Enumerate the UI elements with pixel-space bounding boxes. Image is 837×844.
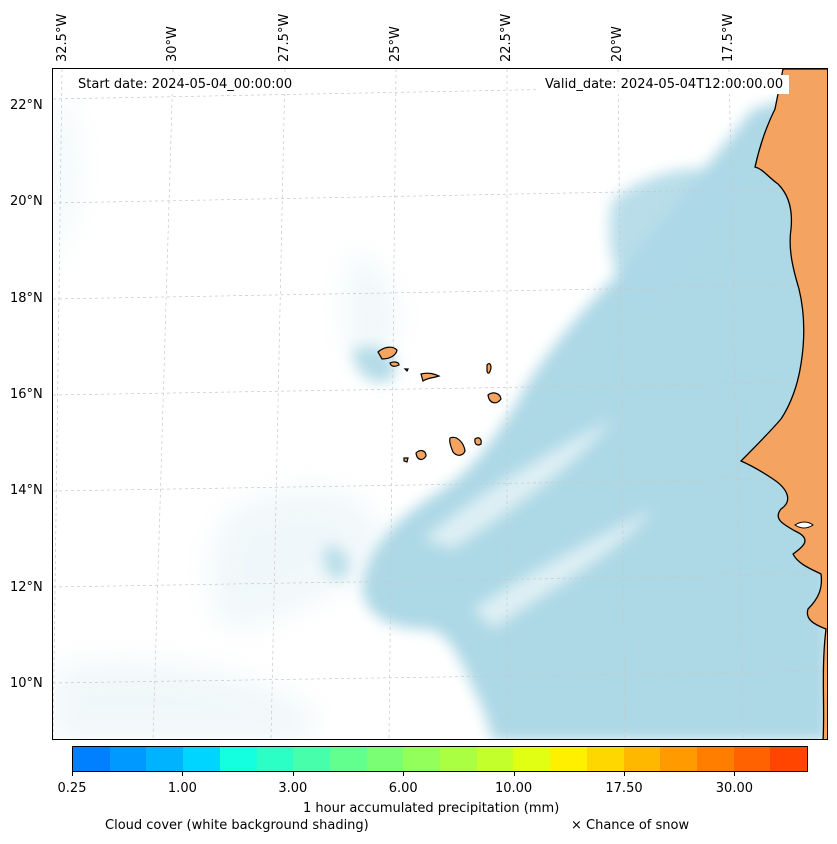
valid-date-label: Valid_date: 2024-05-04T12:00:00.00 [539, 75, 790, 94]
colorbar-segment [256, 747, 294, 771]
colorbar-tick-label: 30.00 [715, 781, 753, 796]
gulf-inlet [794, 521, 814, 529]
colorbar-segment [770, 747, 808, 771]
lon-label-20w: 20°W [610, 26, 625, 62]
colorbar-segment [109, 747, 147, 771]
lat-label-12n: 12°N [10, 580, 43, 595]
colorbar-tick-mark [734, 772, 736, 776]
colorbar-segment [660, 747, 697, 771]
colorbar-segment [73, 747, 110, 771]
island-fogo [415, 450, 427, 460]
island-santo-antao [377, 346, 398, 360]
colorbar-tick-label: 17.50 [605, 781, 643, 796]
colorbar-segment [476, 747, 514, 771]
lat-label-14n: 14°N [10, 483, 43, 498]
snow-legend: × Chance of snow [571, 818, 690, 833]
colorbar-segment [293, 747, 330, 771]
island-sao-nicolau [420, 372, 441, 383]
graticule [53, 69, 827, 739]
colorbar-segment [696, 747, 734, 771]
lon-label-17-5w: 17.5°W [721, 13, 736, 62]
start-date-label: Start date: 2024-05-04_00:00:00 [72, 75, 299, 94]
africa-landmass [739, 69, 827, 739]
colorbar-tick-mark [292, 772, 294, 776]
cloud-wisps [53, 89, 398, 739]
colorbar-tick-mark [624, 772, 625, 776]
colorbar-segment [550, 747, 587, 771]
colorbar-segment [146, 747, 184, 771]
colorbar-segment [219, 747, 257, 771]
colorbar-label: 1 hour accumulated precipitation (mm) [303, 801, 560, 816]
colorbar-segment [513, 747, 551, 771]
colorbar-segment [403, 747, 441, 771]
lat-label-20n: 20°N [10, 194, 43, 209]
colorbar-segment [623, 747, 661, 771]
colorbar-tick-label: 1.00 [167, 781, 197, 796]
cloud-cover-legend: Cloud cover (white background shading) [105, 818, 369, 833]
precipitation-colorbar [72, 746, 808, 772]
lon-label-30w: 30°W [165, 26, 180, 62]
colorbar-tick-label: 6.00 [388, 781, 418, 796]
island-santiago [449, 436, 466, 456]
lat-label-16n: 16°N [10, 387, 43, 402]
cloud-cover [322, 89, 827, 739]
colorbar-segment [366, 747, 404, 771]
colorbar-segment [183, 747, 220, 771]
island-sao-vicente [389, 361, 400, 367]
colorbar-segment [440, 747, 477, 771]
island-santa-luzia [403, 368, 409, 373]
colorbar-tick-label: 3.00 [278, 781, 308, 796]
colorbar-tick-mark [182, 772, 184, 776]
colorbar-tick-mark [403, 772, 405, 776]
island-sal [486, 362, 492, 374]
map-panel[interactable] [52, 68, 828, 740]
colorbar-tick-label: 10.00 [494, 781, 533, 796]
island-brava [403, 457, 409, 463]
colorbar-segment [733, 747, 771, 771]
colorbar-tick-mark [513, 772, 515, 776]
lon-label-32-5w: 32.5°W [55, 13, 70, 62]
colorbar-tick-label: 0.25 [57, 781, 87, 796]
colorbar-segment [329, 747, 367, 771]
cabo-verde-islands [377, 346, 502, 463]
lon-label-25w: 25°W [388, 26, 403, 62]
cloud-gaps [423, 419, 653, 629]
lat-label-18n: 18°N [10, 291, 43, 306]
lon-label-27-5w: 27.5°W [277, 13, 292, 62]
lat-label-22n: 22°N [10, 98, 43, 113]
colorbar-segment [586, 747, 624, 771]
colorbar-tick-mark [72, 772, 73, 776]
island-boa-vista [487, 392, 502, 404]
lat-label-10n: 10°N [10, 676, 43, 691]
lon-label-22-5w: 22.5°W [499, 13, 514, 62]
island-maio [474, 437, 482, 446]
map-canvas [53, 69, 827, 739]
